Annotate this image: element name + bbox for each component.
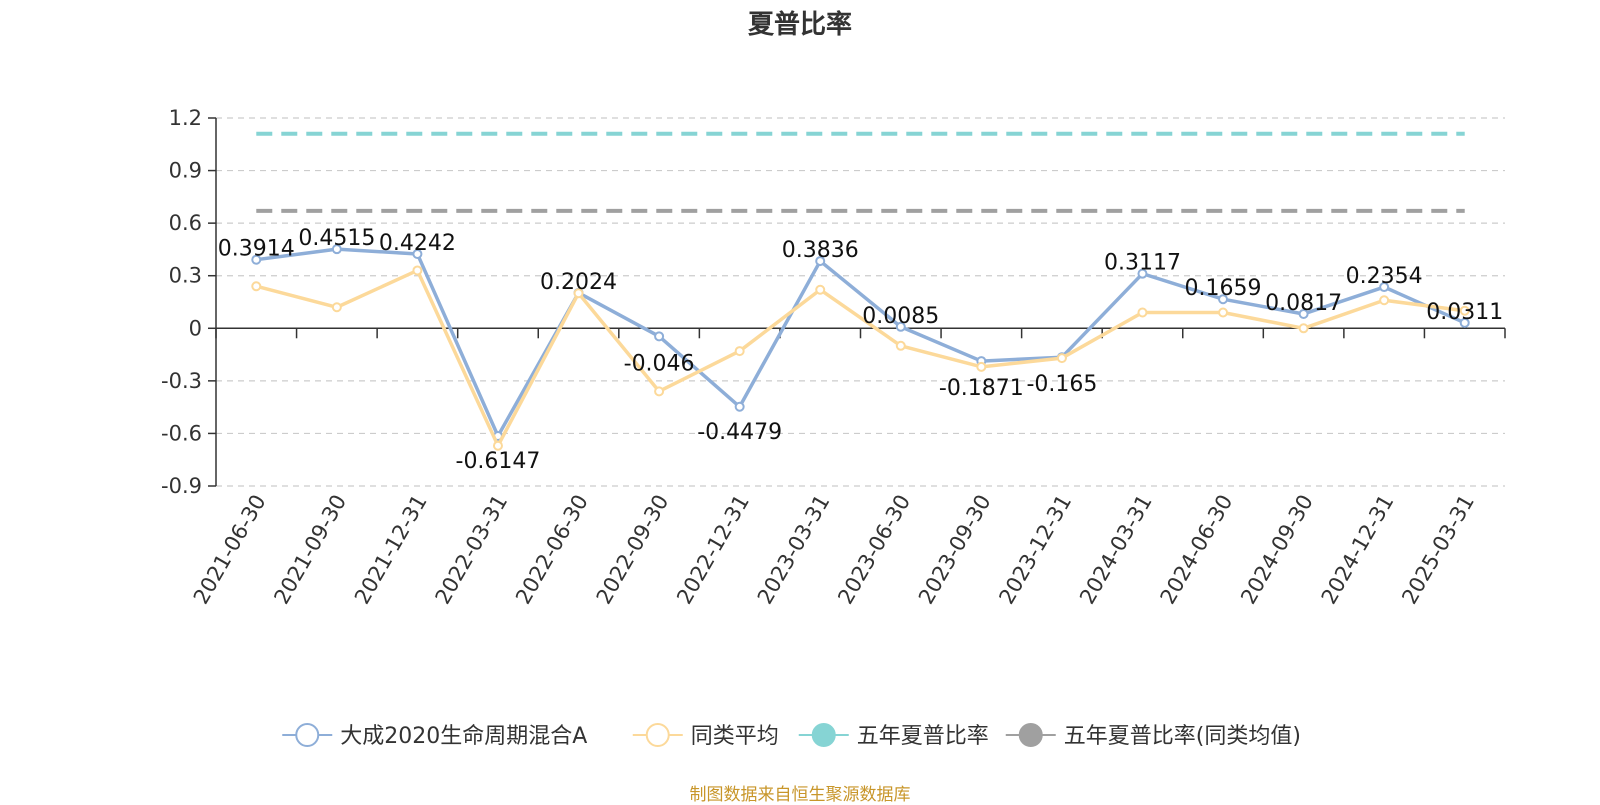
x-tick-label: 2024-06-30 (1156, 491, 1238, 609)
data-label: -0.165 (1026, 372, 1097, 397)
data-point (815, 284, 826, 295)
data-point (734, 346, 745, 357)
legend-swatch-marker (811, 723, 836, 747)
data-point (251, 254, 262, 265)
data-point (331, 244, 342, 255)
data-point (1298, 308, 1309, 319)
data-label: 0.2024 (540, 270, 617, 295)
data-label: -0.4479 (697, 420, 782, 445)
data-label: 0.1659 (1185, 276, 1262, 301)
legend-item: 五年夏普比率 (798, 723, 989, 749)
y-tick-label: -0.9 (161, 474, 202, 498)
y-tick-label: 0 (189, 316, 202, 340)
data-point (1459, 317, 1470, 328)
data-label: -0.1871 (939, 376, 1024, 401)
data-labels: 0.3914 0.4515 0.4242 -0.6147 0.2024 -0.046 -0.… (218, 226, 1503, 474)
data-point (331, 302, 342, 313)
data-point (734, 401, 745, 412)
data-point (654, 386, 665, 397)
chart-title: 夏普比率 (747, 10, 852, 40)
series-line (255, 268, 1465, 448)
data-point (573, 288, 584, 299)
data-point (251, 281, 262, 292)
legend-label: 五年夏普比率(同类均值) (1064, 724, 1301, 749)
y-tick-label: 1.2 (169, 106, 202, 130)
legend-item: 大成2020生命周期混合A (282, 723, 587, 749)
data-label: 0.4242 (379, 231, 456, 256)
x-tick-label: 2023-12-31 (994, 491, 1076, 609)
legend: 大成2020生命周期混合A 同类平均 五年夏普比率 五年夏普比率(同类均值) (282, 723, 1301, 749)
x-tick-label: 2022-06-30 (511, 491, 593, 609)
x-tick-label: 2024-12-31 (1317, 491, 1399, 609)
x-tick-label: 2025-03-31 (1397, 491, 1479, 609)
data-point (1459, 305, 1470, 316)
y-tick-label: 0.3 (169, 264, 202, 288)
legend-swatch-marker (1018, 723, 1043, 747)
data-point (1379, 295, 1390, 306)
legend-label: 大成2020生命周期混合A (340, 724, 587, 749)
x-tick-label: 2023-03-31 (753, 491, 835, 609)
data-point (1218, 294, 1229, 305)
x-tick-label: 2021-09-30 (269, 491, 351, 609)
data-label: 0.0817 (1265, 291, 1342, 316)
data-label: -0.046 (624, 351, 695, 376)
data-label: 0.2354 (1346, 264, 1423, 289)
data-label: 0.0085 (862, 304, 939, 329)
legend-label: 五年夏普比率 (857, 724, 989, 749)
legend-item: 同类平均 (632, 723, 779, 749)
axes: 1.20.90.60.30-0.3-0.6-0.92021-06-302021-… (161, 106, 1506, 609)
data-point (492, 440, 503, 451)
data-point (1218, 307, 1229, 318)
data-point (1379, 282, 1390, 293)
legend-swatch-marker (645, 723, 670, 747)
data-label: -0.6147 (456, 449, 541, 474)
x-tick-label: 2024-03-31 (1075, 491, 1157, 609)
data-point (1298, 323, 1309, 334)
source-note: 制图数据来自恒生聚源数据库 (689, 785, 911, 805)
x-tick-label: 2022-09-30 (592, 491, 674, 609)
x-tick-label: 2022-12-31 (672, 491, 754, 609)
legend-label: 同类平均 (691, 724, 779, 749)
series-lines (251, 244, 1470, 451)
grid-lines (216, 117, 1505, 487)
x-tick-label: 2024-09-30 (1236, 491, 1318, 609)
series-line (256, 247, 1466, 438)
y-tick-label: 0.6 (169, 211, 202, 235)
data-label: 0.3117 (1104, 251, 1181, 276)
data-label: 0.3914 (218, 237, 295, 262)
data-label: 0.4515 (298, 226, 375, 251)
data-point (895, 321, 906, 332)
x-tick-label: 2021-06-30 (189, 491, 271, 609)
data-label: 0.3836 (782, 238, 859, 263)
data-point (895, 340, 906, 351)
data-point (1056, 353, 1067, 364)
y-tick-label: -0.3 (161, 369, 202, 393)
y-tick-label: 0.9 (169, 159, 202, 183)
data-point (976, 361, 987, 372)
data-point (815, 256, 826, 267)
y-tick-label: -0.6 (161, 421, 202, 445)
x-tick-label: 2023-09-30 (914, 491, 996, 609)
x-tick-label: 2023-06-30 (833, 491, 915, 609)
x-tick-label: 2021-12-31 (350, 491, 432, 609)
data-point (654, 331, 665, 342)
data-point (412, 248, 423, 259)
data-label: 0.0311 (1426, 300, 1503, 325)
data-point (1137, 307, 1148, 318)
data-point (412, 265, 423, 276)
x-tick-label: 2022-03-31 (430, 491, 512, 609)
legend-swatch-marker (295, 723, 320, 747)
reference-lines (256, 131, 1465, 213)
legend-item: 五年夏普比率(同类均值) (1005, 723, 1301, 749)
data-point (1137, 268, 1148, 279)
